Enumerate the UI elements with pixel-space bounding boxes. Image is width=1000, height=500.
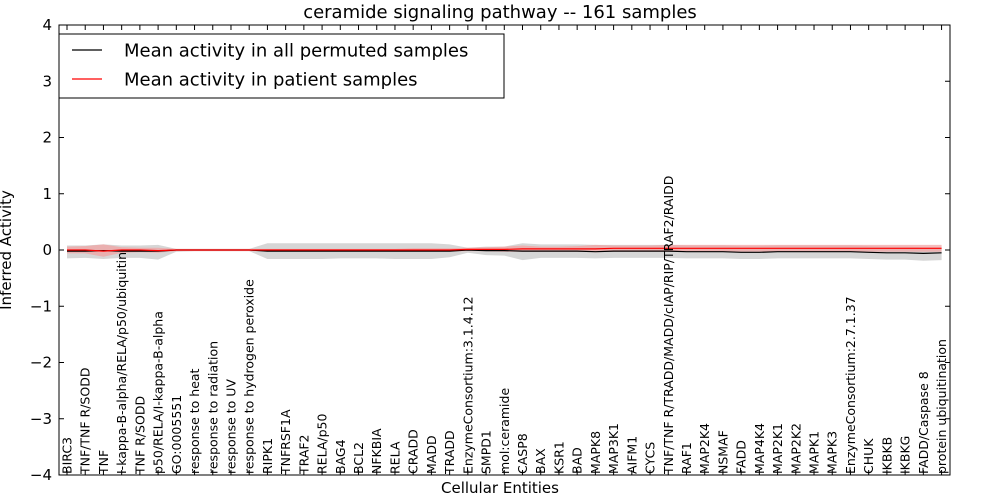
x-tick-label: EnzymeConsortium:2.7.1.37 [843,296,858,474]
x-tick-label: TNFRSF1A [278,409,293,475]
x-tick-label: FADD [734,440,749,474]
x-tick-label: TNF/TNF R/TRADD/MADD/cIAP/RIP/TRAF2/RAID… [661,176,676,475]
chart-title: ceramide signaling pathway -- 161 sample… [303,2,697,23]
y-tick-label: 1 [42,185,52,203]
x-tick-label: mol:ceramide [497,388,512,474]
x-axis: BIRC3 TNF/TNF R/SODD TNF I-kappa-B-alpha/RE… [60,25,949,475]
legend-box [58,33,505,99]
x-tick-label: RAF1 [679,442,694,474]
y-tick-label: 4 [42,16,52,34]
y-tick-label: −2 [30,354,52,372]
x-tick-label: TNF [96,450,111,475]
y-axis: −4 −3 −2 −1 0 1 2 3 4 [30,16,950,484]
x-tick-label: KSR1 [551,441,566,474]
y-tick-label: 2 [42,129,52,147]
x-tick-label: MAP2K1 [770,423,785,474]
x-tick-label: response to hydrogen peroxide [242,279,257,474]
x-tick-label: GO:0005551 [169,395,184,474]
x-tick-label: TRADD [442,430,457,475]
x-tick-label: FADD/Caspase 8 [916,371,931,474]
x-tick-label: p50/RELA/I-kappa-B-alpha [151,311,166,474]
x-tick-label: MAPK3 [825,431,840,474]
x-tick-label: response to UV [224,379,239,474]
x-axis-label: Cellular Entities [441,479,559,497]
x-tick-label: IKBKG [898,436,913,474]
x-tick-label: BCL2 [351,442,366,474]
x-tick-label: MAPK8 [588,431,603,474]
x-tick-label: RELA [388,441,403,474]
y-tick-label: 0 [42,241,52,259]
x-tick-label: IKBKB [879,437,894,474]
x-tick-label: RELA/p50 [315,414,330,474]
x-tick-label: CHUK [861,438,876,474]
x-tick-label: TNF R/SODD [132,396,147,475]
x-tick-label: MADD [424,435,439,474]
x-tick-label: MAP2K2 [788,423,803,474]
x-tick-label: NFKBIA [369,428,384,474]
x-tick-label: MAP3K1 [606,423,621,474]
x-tick-label: CASP8 [515,433,530,474]
legend-label-patient: Mean activity in patient samples [124,70,418,91]
x-tick-label: SMPD1 [479,430,494,474]
x-tick-label: response to radiation [205,341,220,474]
x-tick-label: AIFM1 [624,436,639,474]
y-tick-label: −4 [30,466,52,484]
x-tick-label: TRAF2 [296,434,311,475]
x-tick-label: BAX [533,448,548,474]
x-tick-label: response to heat [187,368,202,474]
x-tick-label: BIRC3 [60,437,75,474]
y-tick-label: −1 [30,297,52,315]
x-tick-label: CYCS [643,442,658,474]
x-tick-label: NSMAF [715,430,730,474]
legend: Mean activity in all permuted samples Me… [58,33,505,99]
legend-label-permuted: Mean activity in all permuted samples [124,41,468,62]
x-tick-label: I-kappa-B-alpha/RELA/p50/ubiquitin [114,252,129,474]
x-tick-label: TNF/TNF R/SODD [78,368,93,475]
x-tick-label: EnzymeConsortium:3.1.4.12 [460,296,475,474]
x-tick-label: RIPK1 [260,438,275,474]
y-axis-label: Inferred Activity [0,190,15,310]
series-lines [67,247,942,255]
x-tick-label: MAPK1 [807,431,822,474]
x-tick-label: CRADD [406,429,421,474]
x-tick-label: BAD [570,447,585,474]
line-series-1 [67,247,942,252]
y-tick-label: 3 [42,72,52,90]
x-tick-label: MAP2K4 [697,423,712,474]
y-tick-label: −3 [30,410,52,428]
x-tick-label: MAP4K4 [752,423,767,474]
x-tick-label: protein ubiquitination [934,339,949,474]
x-tick-label: BAG4 [333,439,348,474]
